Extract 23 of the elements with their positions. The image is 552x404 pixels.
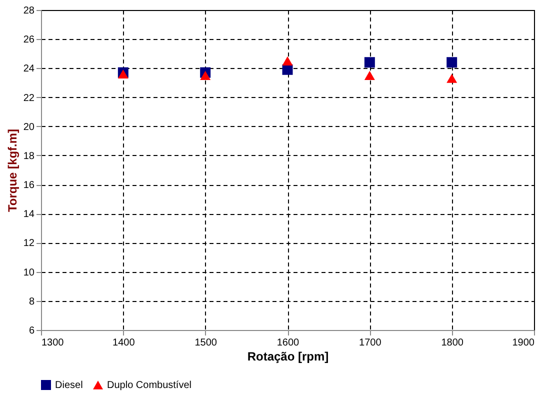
x-tick-label: 1800 [441, 338, 464, 348]
y-axis-title: Torque [kgf.m] [5, 128, 20, 212]
x-tick-label: 1600 [276, 338, 300, 348]
x-tick-label: 1300 [42, 338, 64, 348]
legend-label: Duplo Combustível [107, 380, 192, 391]
y-tick-label: 18 [23, 150, 35, 162]
x-tick-label: 1500 [194, 338, 218, 348]
y-tick-label: 20 [23, 122, 35, 133]
y-tick-label: 8 [28, 296, 35, 308]
y-tick-label: 28 [23, 6, 35, 16]
legend-label: Diesel [55, 380, 83, 391]
y-tick-label: 26 [23, 34, 35, 46]
y-tick-label: 16 [23, 180, 35, 192]
x-tick-label: 1700 [359, 338, 382, 348]
x-axis-title: Rotação [rpm] [247, 350, 329, 364]
y-tick-label: 24 [23, 64, 35, 75]
x-tick-label: 1400 [112, 338, 136, 348]
y-tick-label: 14 [23, 209, 35, 220]
x-tick-label: 1900 [512, 338, 535, 348]
y-tick-label: 22 [23, 92, 35, 104]
y-tick-label: 12 [23, 238, 35, 250]
y-tick-label: 6 [28, 326, 35, 336]
y-tick-label: 10 [23, 267, 35, 278]
